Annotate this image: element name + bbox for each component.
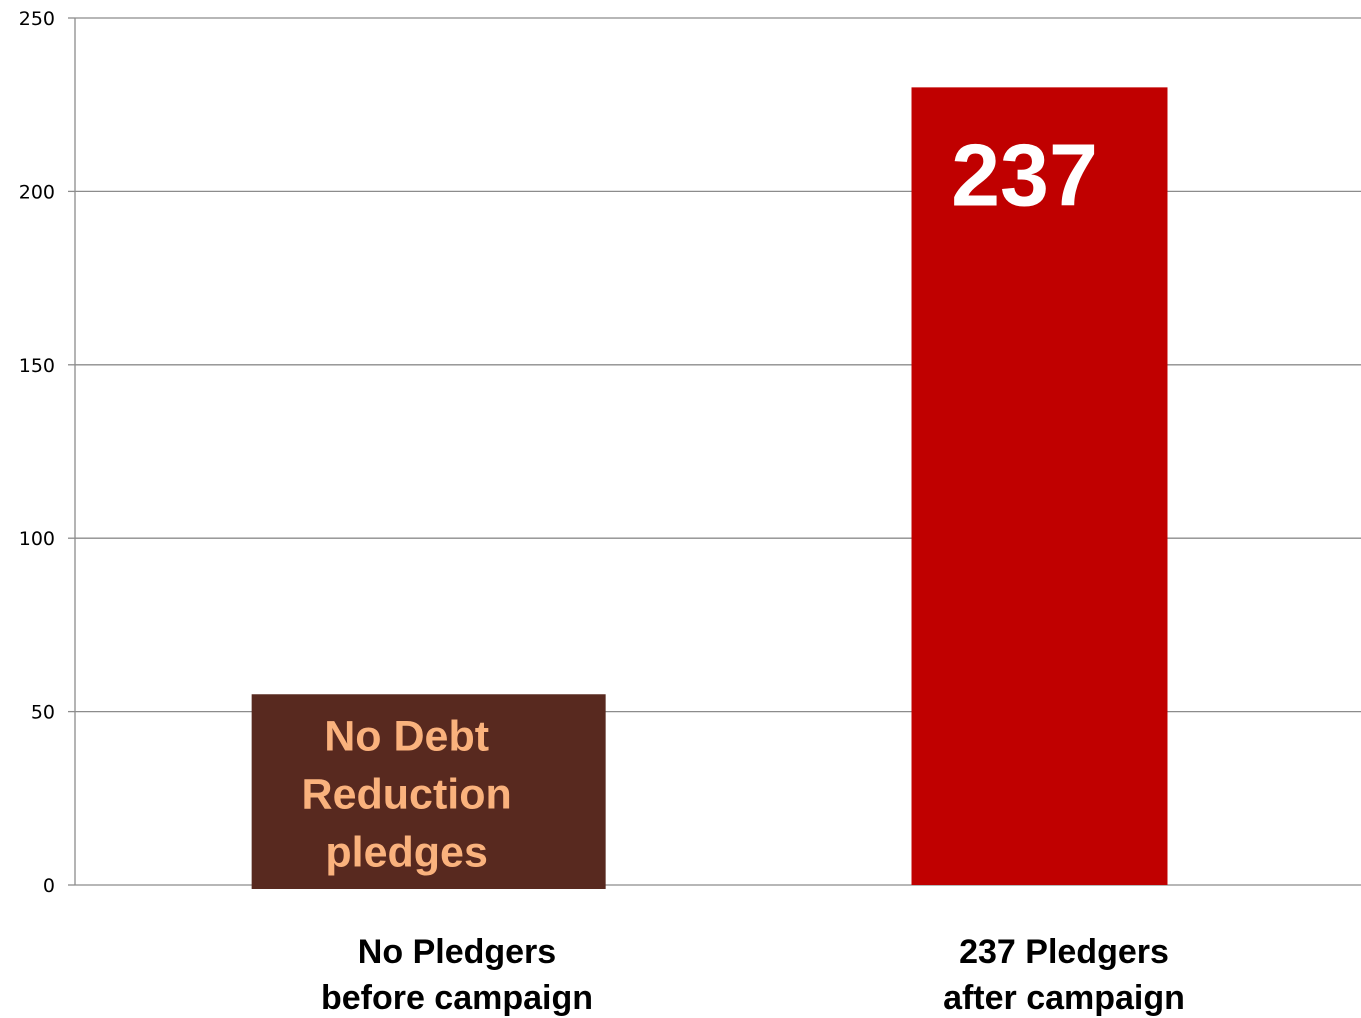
y-tick-label: 0 xyxy=(43,875,55,897)
gridlines xyxy=(75,17,1361,713)
bar-label-line: Reduction xyxy=(302,770,512,818)
y-tick-label: 150 xyxy=(19,355,55,377)
x-axis-labels: No Pledgers before campaign 237 Pledgers af… xyxy=(321,933,1185,1017)
bar-label-line: No Debt xyxy=(324,712,489,760)
y-tick-label: 250 xyxy=(19,8,55,30)
x-category-label: No Pledgers xyxy=(358,933,556,971)
bar-data-label: 237 xyxy=(951,125,1098,224)
bar-1 xyxy=(251,694,606,889)
bars: No Debt Reduction pledges 237 xyxy=(251,87,1168,889)
x-category-label: after campaign xyxy=(943,979,1185,1017)
y-tick-label: 100 xyxy=(19,528,55,550)
bar-label-line: pledges xyxy=(325,828,488,876)
y-tick-label: 200 xyxy=(19,181,55,203)
bar-2 xyxy=(911,87,1168,886)
x-category-label: before campaign xyxy=(321,979,593,1017)
y-tick-label: 50 xyxy=(31,702,55,724)
x-category-label: 237 Pledgers xyxy=(959,933,1169,971)
